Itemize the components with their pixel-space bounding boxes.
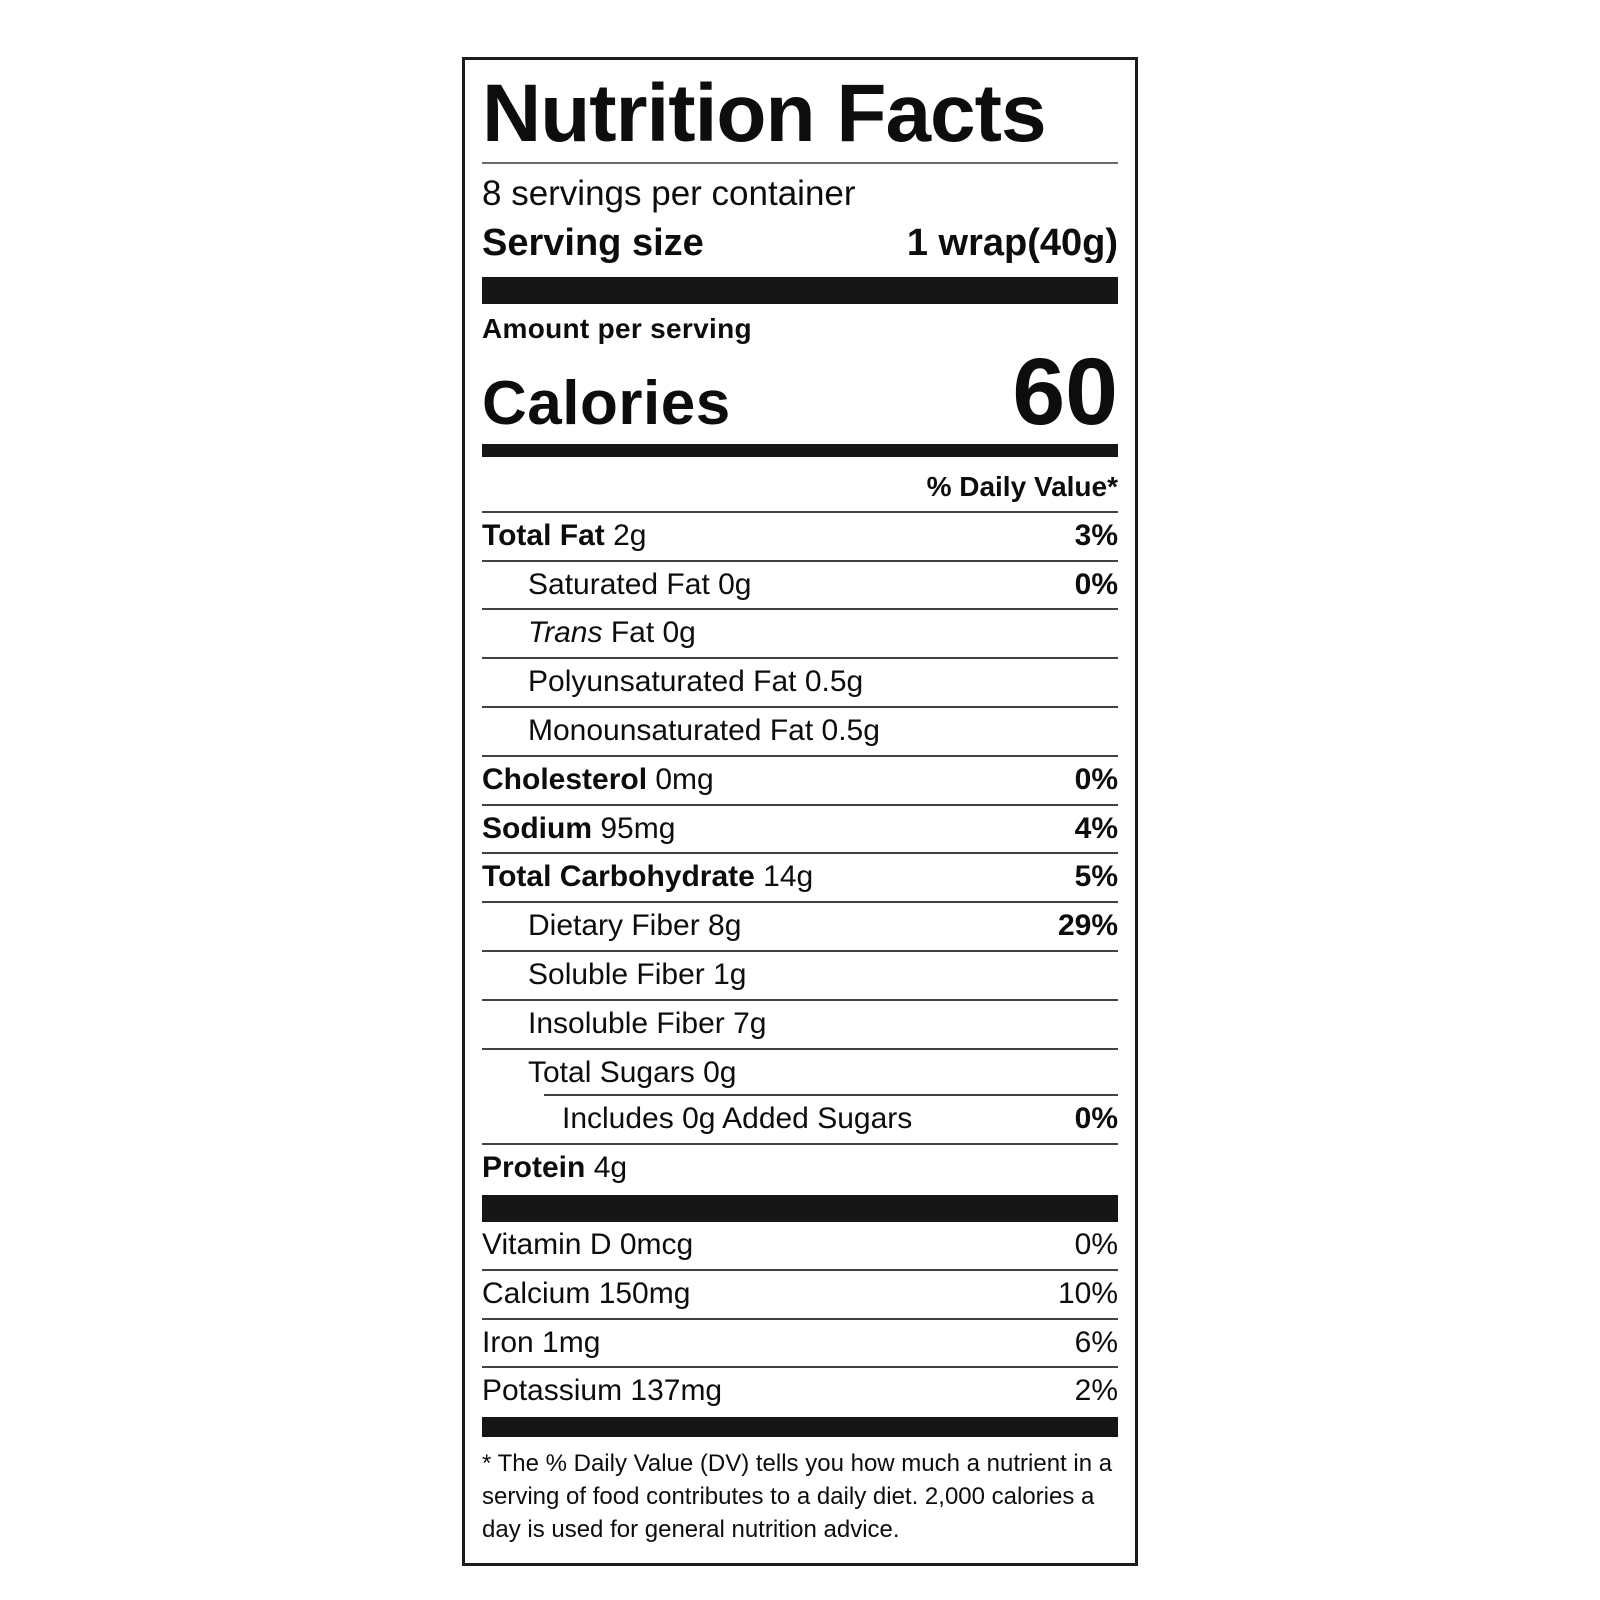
nutrient-row: Total Fat 2g 3%: [482, 510, 1118, 560]
nutrient-row: Sodium 95mg 4%: [482, 803, 1118, 853]
nutrient-row: Includes 0g Added Sugars 0%: [482, 1094, 1118, 1143]
nutrient-row: Protein 4g: [482, 1143, 1118, 1192]
nutrients-table: Total Fat 2g 3% Saturated Fat 0g 0% Trans Fa…: [482, 510, 1118, 1192]
nutrient-name: Iron 1mg: [482, 1325, 601, 1359]
divider-bar-bottom: [482, 1417, 1118, 1438]
nutrient-dv: 10%: [1057, 1276, 1118, 1310]
nutrient-dv: 3%: [1074, 518, 1118, 552]
vitamin-row: Iron 1mg 6%: [482, 1317, 1118, 1367]
nutrient-name: Polyunsaturated Fat 0.5g: [528, 665, 864, 699]
nutrient-name: Monounsaturated Fat 0.5g: [528, 714, 880, 748]
amount-per-serving-label: Amount per serving: [482, 312, 752, 344]
nutrient-row: Monounsaturated Fat 0.5g: [482, 706, 1118, 755]
serving-size-row: Serving size 1 wrap(40g): [482, 222, 1118, 277]
serving-size-value: 1 wrap(40g): [906, 221, 1118, 264]
label-title: Nutrition Facts: [482, 68, 1118, 164]
nutrient-name: Trans Fat 0g: [528, 616, 696, 650]
nutrient-dv: 0%: [1074, 567, 1118, 601]
nutrient-name: Vitamin D 0mcg: [482, 1228, 694, 1262]
vitamin-row: Calcium 150mg 10%: [482, 1268, 1118, 1318]
divider-bar-vitamins: [482, 1195, 1118, 1223]
nutrient-dv: 2%: [1074, 1374, 1118, 1408]
nutrient-name: Total Sugars 0g: [528, 1055, 737, 1089]
nutrient-dv: 0%: [1074, 762, 1118, 796]
nutrient-name: Protein 4g: [482, 1151, 628, 1185]
vitamin-row: Vitamin D 0mcg 0%: [482, 1222, 1118, 1269]
nutrient-dv: 5%: [1074, 860, 1118, 894]
nutrient-name: Dietary Fiber 8g: [528, 909, 742, 943]
nutrient-row: Insoluble Fiber 7g: [482, 998, 1118, 1048]
nutrition-label: Nutrition Facts 8 servings per container…: [462, 57, 1138, 1566]
nutrient-row: Cholesterol 0mg 0%: [482, 754, 1118, 804]
nutrient-row: Total Carbohydrate 14g 5%: [482, 852, 1118, 901]
nutrient-name: Total Fat 2g: [482, 518, 647, 552]
servings-per-container: 8 servings per container: [482, 173, 856, 213]
nutrient-name: Calcium 150mg: [482, 1276, 691, 1310]
nutrient-name: Cholesterol 0mg: [482, 762, 714, 796]
nutrient-dv: 29%: [1057, 909, 1118, 943]
nutrient-name: Soluble Fiber 1g: [528, 958, 747, 992]
vitamins-table: Vitamin D 0mcg 0% Calcium 150mg 10% Iron 1mg…: [482, 1222, 1118, 1415]
nutrient-row: Trans Fat 0g: [482, 608, 1118, 657]
nutrient-row: Soluble Fiber 1g: [482, 950, 1118, 999]
vitamin-row: Potassium 137mg 2%: [482, 1366, 1118, 1415]
nutrient-dv: 6%: [1074, 1325, 1118, 1359]
nutrient-row: Polyunsaturated Fat 0.5g: [482, 657, 1118, 706]
divider-bar-top: [482, 276, 1118, 304]
calories-value: 60: [1012, 338, 1118, 445]
daily-value-header: % Daily Value*: [926, 470, 1118, 502]
nutrient-name: Includes 0g Added Sugars: [562, 1102, 913, 1136]
nutrient-name: Total Carbohydrate 14g: [482, 860, 814, 894]
nutrient-name: Saturated Fat 0g: [528, 567, 752, 601]
nutrient-dv: 0%: [1074, 1228, 1118, 1262]
nutrient-name: Insoluble Fiber 7g: [528, 1006, 767, 1040]
nutrient-name: Sodium 95mg: [482, 811, 676, 845]
nutrient-dv: 0%: [1074, 1102, 1118, 1136]
divider-bar-calories: [482, 443, 1118, 457]
nutrient-name: Potassium 137mg: [482, 1374, 723, 1408]
calories-row: Calories 60: [482, 338, 1118, 445]
footnote: * The % Daily Value (DV) tells you how m…: [482, 1450, 1113, 1544]
nutrient-row: Total Sugars 0g: [482, 1047, 1118, 1097]
nutrient-dv: 4%: [1074, 811, 1118, 845]
nutrient-row: Saturated Fat 0g 0%: [482, 559, 1118, 609]
nutrient-row: Dietary Fiber 8g 29%: [482, 901, 1118, 950]
serving-size-label: Serving size: [482, 221, 704, 264]
calories-label: Calories: [482, 368, 731, 438]
